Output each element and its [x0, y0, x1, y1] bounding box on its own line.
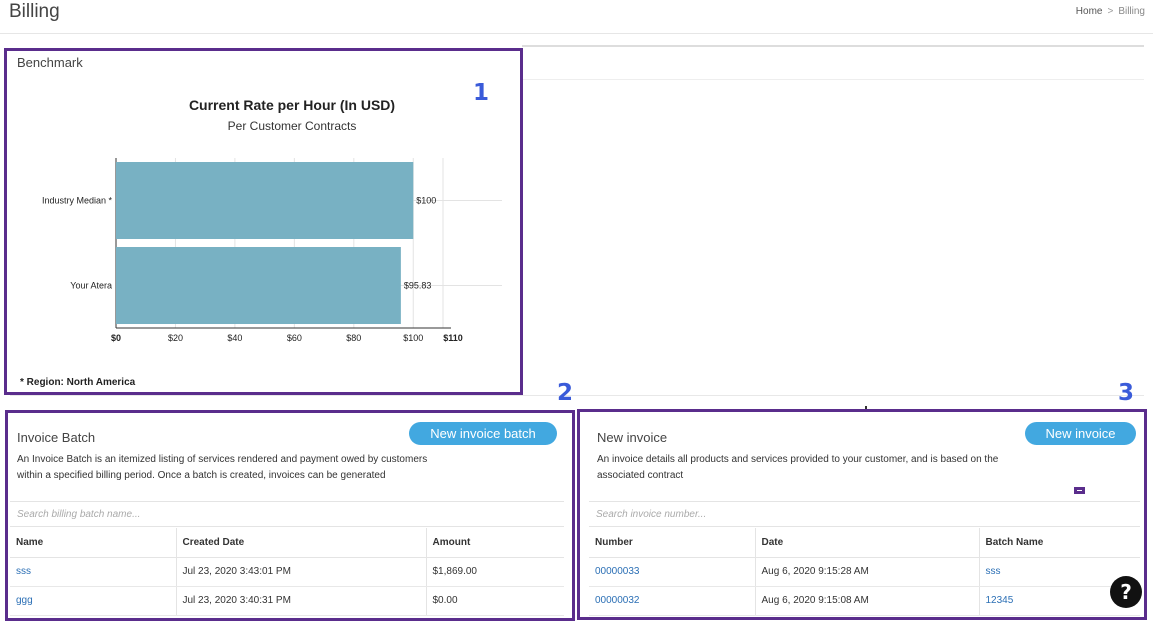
region-note: * Region: North America	[20, 377, 136, 388]
annotation-frame-3	[577, 409, 1147, 620]
column-header-number[interactable]: Number	[589, 528, 755, 558]
annotation-label-1: 1	[473, 80, 490, 106]
column-header-name[interactable]: Name	[10, 528, 176, 558]
table-row: ggg Jul 23, 2020 3:40:31 PM $0.00	[10, 586, 564, 616]
invoice-search-input[interactable]	[596, 509, 1140, 520]
divider-tick	[865, 406, 867, 411]
chart-category-label: Industry Median *	[42, 196, 113, 206]
help-button[interactable]: ?	[1110, 576, 1142, 608]
column-header-date[interactable]: Date	[754, 528, 979, 558]
invoice-batch-title: Invoice Batch	[17, 430, 96, 445]
invoice-batch-table: Name Created Date Amount sss Jul 23, 202…	[10, 528, 564, 616]
invoice-date: Aug 6, 2020 9:15:08 AM	[754, 586, 979, 616]
batch-created-date: Jul 23, 2020 3:40:31 PM	[175, 586, 426, 616]
invoice-number-link[interactable]: 00000033	[589, 557, 755, 587]
rate-chart: Current Rate per Hour (In USD) Per Custo…	[42, 97, 502, 343]
chart-bar	[116, 162, 414, 239]
new-invoice-description-line-2: associated contract	[597, 470, 684, 481]
chart-tick-label: $100	[403, 333, 423, 343]
column-header-amount[interactable]: Amount	[425, 528, 564, 558]
invoice-search-box[interactable]	[589, 501, 1140, 527]
batch-amount: $0.00	[425, 586, 564, 616]
chart-title: Current Rate per Hour (In USD)	[189, 97, 395, 113]
batch-amount: $1,869.00	[425, 557, 564, 587]
column-header-batch-name[interactable]: Batch Name	[978, 528, 1140, 558]
new-invoice-button[interactable]: New invoice	[1025, 422, 1136, 445]
annotation-frame-2	[5, 410, 575, 621]
chart-tick-label: $40	[227, 333, 242, 343]
new-invoice-description: An invoice details all products and serv…	[597, 452, 1057, 484]
chart-category-label: Your Atera	[70, 281, 112, 291]
section-divider	[522, 45, 1144, 47]
chart-tick-label: $0	[111, 333, 121, 343]
section-divider-thin	[522, 79, 1144, 80]
breadcrumb-current: Billing	[1118, 6, 1145, 17]
table-header-row: Number Date Batch Name	[589, 528, 1140, 558]
batch-created-date: Jul 23, 2020 3:43:01 PM	[175, 557, 426, 587]
breadcrumb-home-link[interactable]: Home	[1075, 6, 1103, 17]
new-invoice-description-line-1: An invoice details all products and serv…	[597, 454, 999, 465]
new-invoice-batch-button[interactable]: New invoice batch	[409, 422, 557, 445]
new-invoice-title: New invoice	[597, 430, 668, 445]
column-header-created-date[interactable]: Created Date	[175, 528, 426, 558]
annotation-label-3: 3	[1118, 380, 1135, 406]
billing-batch-search-input[interactable]	[17, 509, 564, 520]
chart-tick-label: $60	[287, 333, 302, 343]
chart-value-label: $95.83	[404, 281, 432, 291]
chart-value-label: $100	[416, 196, 436, 206]
chart-bar	[116, 247, 401, 324]
annotation-label-2: 2	[557, 380, 574, 406]
table-row: 00000033 Aug 6, 2020 9:15:28 AM sss	[589, 557, 1140, 587]
invoice-batch-description: An Invoice Batch is an itemized listing …	[17, 452, 477, 484]
page-title: Billing	[9, 1, 60, 22]
invoice-date: Aug 6, 2020 9:15:28 AM	[754, 557, 979, 587]
chart-tick-label: $20	[168, 333, 183, 343]
invoice-batch-description-line-1: An Invoice Batch is an itemized listing …	[17, 454, 428, 465]
batch-name-link[interactable]: sss	[10, 557, 176, 587]
annotation-marker	[1074, 487, 1085, 494]
chart-tick-label: $110	[443, 333, 463, 343]
invoice-number-link[interactable]: 00000032	[589, 586, 755, 616]
breadcrumb: Home > Billing	[1076, 6, 1145, 17]
chart-tick-label: $80	[346, 333, 361, 343]
header-divider	[0, 33, 1153, 34]
invoice-table: Number Date Batch Name 00000033 Aug 6, 2…	[589, 528, 1140, 616]
benchmark-title: Benchmark	[17, 55, 83, 70]
breadcrumb-separator: >	[1107, 6, 1114, 17]
panel-divider	[10, 395, 1144, 396]
table-row: sss Jul 23, 2020 3:43:01 PM $1,869.00	[10, 557, 564, 587]
billing-batch-search-box[interactable]	[10, 501, 564, 527]
chart-subtitle: Per Customer Contracts	[228, 119, 357, 133]
table-row: 00000032 Aug 6, 2020 9:15:08 AM 12345	[589, 586, 1140, 616]
annotation-frame-1	[4, 48, 523, 395]
table-header-row: Name Created Date Amount	[10, 528, 564, 558]
batch-name-link[interactable]: ggg	[10, 586, 176, 616]
invoice-batch-description-line-2: within a specified billing period. Once …	[17, 470, 386, 481]
